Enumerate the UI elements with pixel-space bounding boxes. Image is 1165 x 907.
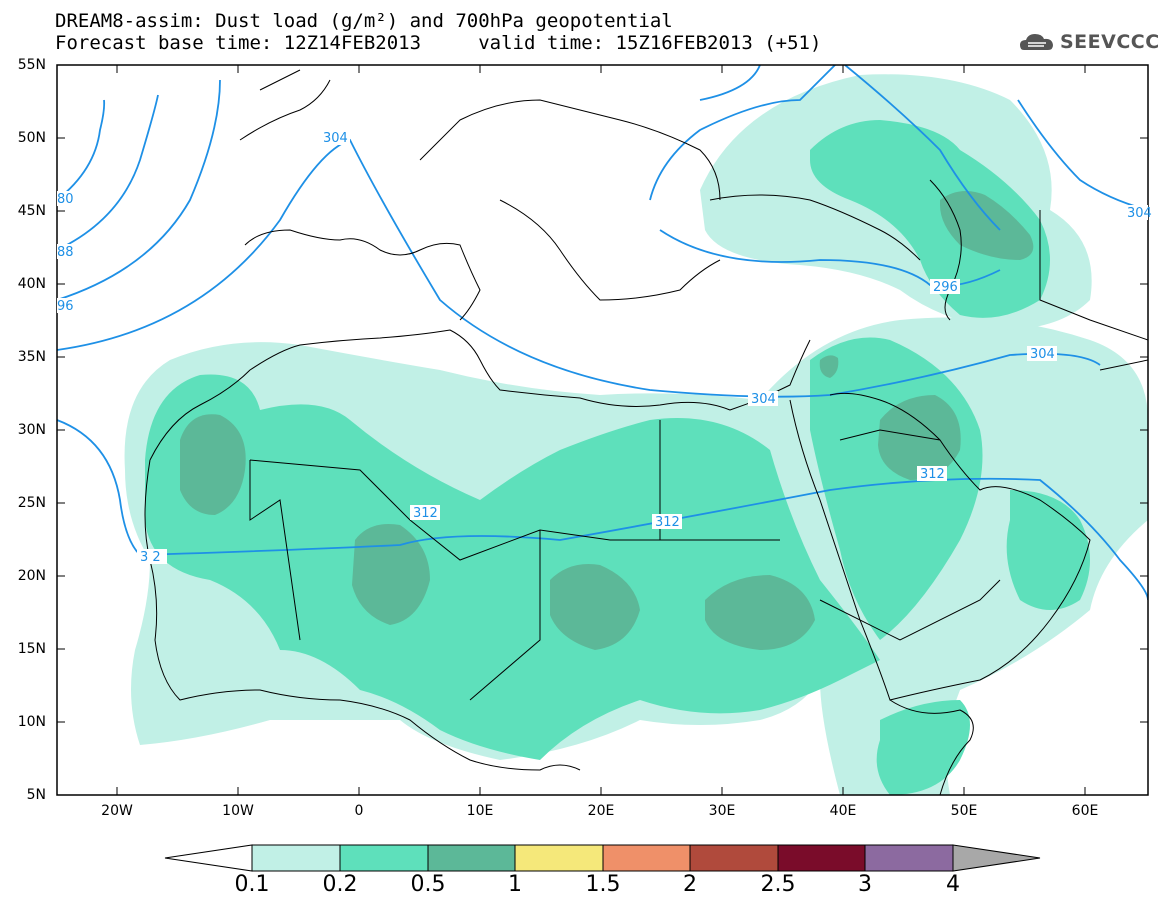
lat-label: 20N <box>17 568 46 584</box>
contour-label: 312 <box>413 506 438 521</box>
colorbar-swatch <box>689 844 779 872</box>
colorbar-tick-label: 2.5 <box>760 872 796 897</box>
lat-label: 15N <box>17 641 46 657</box>
colorbar-tick-label: 0.2 <box>322 872 358 897</box>
colorbar-tick-label: 3 <box>858 872 872 897</box>
colorbar-swatch <box>251 844 341 872</box>
contour-label: 296 <box>933 280 958 295</box>
colorbar <box>164 844 1041 872</box>
lat-label: 50N <box>17 130 46 146</box>
lat-ticks <box>57 64 1148 723</box>
lat-label: 35N <box>17 349 46 365</box>
colorbar-swatch <box>864 844 954 872</box>
colorbar-swatch <box>777 844 866 872</box>
contour-label: 88 <box>57 245 74 260</box>
lon-ticks <box>116 65 1086 795</box>
contour-label: 304 <box>1127 206 1152 221</box>
contour-label: 304 <box>323 131 348 146</box>
lat-label: 5N <box>26 787 46 803</box>
contour-label: 304 <box>751 392 776 407</box>
lon-label: 0 <box>354 803 364 819</box>
colorbar-high-end <box>952 844 1041 872</box>
contour-label: 80 <box>57 192 74 207</box>
colorbar-tick-label: 2 <box>683 872 697 897</box>
lat-label: 25N <box>17 495 46 511</box>
map-title: DREAM8-assim: Dust load (g/m²) and 700hP… <box>55 10 673 32</box>
lat-label: 40N <box>17 276 46 292</box>
lat-label: 10N <box>17 714 46 730</box>
coastline-borders <box>144 69 1148 795</box>
colorbar-low-end <box>164 844 253 872</box>
colorbar-swatch <box>427 844 516 872</box>
lon-label: 20E <box>587 803 615 819</box>
colorbar-tick-label: 0.5 <box>410 872 446 897</box>
lon-label: 20W <box>101 803 133 819</box>
lon-label: 30E <box>708 803 736 819</box>
colorbar-tick-label: 1.5 <box>585 872 621 897</box>
lat-label: 55N <box>17 57 46 73</box>
dust-dark-area <box>180 191 1034 650</box>
lon-label: 50E <box>950 803 978 819</box>
lon-label: 10E <box>466 803 494 819</box>
colorbar-swatch <box>602 844 691 872</box>
dust-medium-area <box>145 120 1090 795</box>
lat-label: 45N <box>17 203 46 219</box>
colorbar-tick-label: 1 <box>508 872 522 897</box>
contour-label: 304 <box>1030 347 1055 362</box>
colorbar-tick-label: 4 <box>946 872 960 897</box>
contour-label: 312 <box>655 515 680 530</box>
colorbar-swatch <box>339 844 429 872</box>
lon-label: 10W <box>222 803 254 819</box>
cloud-logo-icon <box>1020 34 1053 50</box>
map-subtitle-times: Forecast base time: 12Z14FEB2013 valid t… <box>55 32 822 54</box>
lat-label: 30N <box>17 422 46 438</box>
contour-label-group: 304 304 312 312 296 304 312 3 2 80 88 96… <box>57 130 1152 565</box>
colorbar-tick-label: 0.1 <box>234 872 270 897</box>
contour-label: 312 <box>920 467 945 482</box>
contour-label: 96 <box>57 299 74 314</box>
lon-label: 40E <box>829 803 857 819</box>
contour-label: 3 2 <box>140 550 161 565</box>
colorbar-swatch <box>514 844 604 872</box>
logo-text: SEEVCCC <box>1060 31 1160 53</box>
lon-label: 60E <box>1071 803 1099 819</box>
